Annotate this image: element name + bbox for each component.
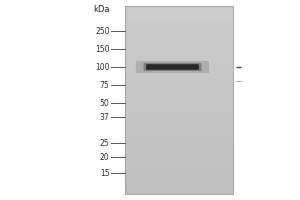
Bar [124, 6, 232, 194]
Text: 150: 150 [95, 45, 109, 53]
Text: kDa: kDa [93, 4, 110, 14]
FancyBboxPatch shape [136, 61, 209, 73]
Text: 75: 75 [100, 81, 110, 90]
Text: 250: 250 [95, 26, 109, 36]
Text: 15: 15 [100, 168, 110, 178]
Text: 20: 20 [100, 152, 110, 162]
Text: 25: 25 [100, 138, 110, 148]
Text: 100: 100 [95, 62, 109, 72]
Text: 50: 50 [100, 98, 110, 108]
Text: 37: 37 [100, 112, 110, 121]
FancyBboxPatch shape [146, 64, 199, 70]
FancyBboxPatch shape [143, 63, 202, 71]
